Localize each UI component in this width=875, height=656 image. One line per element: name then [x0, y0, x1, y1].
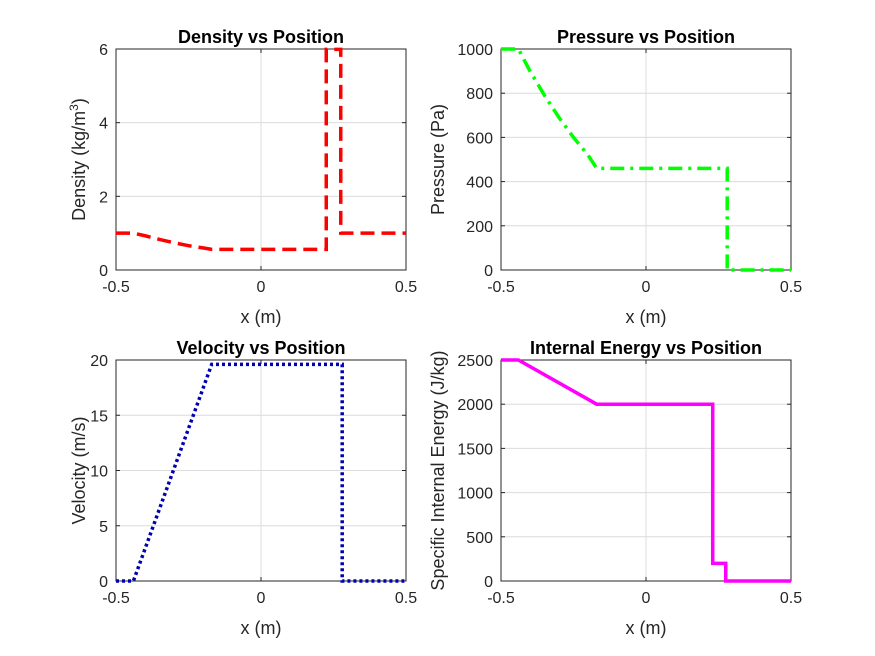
x-axis-label: x (m) — [241, 307, 282, 327]
y-tick-label: 400 — [466, 175, 493, 192]
y-tick-label: 2000 — [457, 397, 493, 414]
chart-title: Density vs Position — [178, 27, 344, 47]
y-tick-label: 1000 — [457, 486, 493, 503]
y-tick-label: 15 — [90, 408, 108, 425]
y-tick-label: 20 — [90, 353, 108, 370]
series-line — [501, 47, 791, 272]
x-tick-label: 0 — [257, 279, 266, 296]
y-tick-label: 0 — [99, 263, 108, 280]
x-tick-label: -0.5 — [487, 279, 515, 296]
y-tick-label: 2500 — [457, 353, 493, 370]
y-tick-label: 600 — [466, 130, 493, 147]
y-tick-label: 2 — [99, 189, 108, 206]
y-tick-label: 500 — [466, 530, 493, 547]
y-tick-label: 6 — [99, 42, 108, 59]
y-tick-label: 1500 — [457, 441, 493, 458]
y-tick-label: 0 — [484, 574, 493, 591]
series-line — [501, 358, 791, 583]
y-tick-label: 4 — [99, 116, 108, 133]
x-axis-label: x (m) — [241, 618, 282, 638]
y-tick-label: 800 — [466, 86, 493, 103]
x-tick-label: 0.5 — [780, 279, 802, 296]
y-axis-label: Pressure (Pa) — [428, 104, 448, 215]
y-tick-label: 200 — [466, 219, 493, 236]
y-tick-label: 0 — [99, 574, 108, 591]
y-axis-label: Specific Internal Energy (J/kg) — [428, 350, 448, 590]
x-tick-label: -0.5 — [102, 590, 130, 607]
chart-title: Internal Energy vs Position — [530, 338, 762, 358]
series-line — [116, 47, 406, 252]
chart-title: Velocity vs Position — [176, 338, 345, 358]
x-tick-label: 0 — [642, 590, 651, 607]
x-axis-label: x (m) — [626, 618, 667, 638]
x-axis-label: x (m) — [626, 307, 667, 327]
chart-title: Pressure vs Position — [557, 27, 735, 47]
x-tick-label: 0 — [642, 279, 651, 296]
y-axis-label: Velocity (m/s) — [69, 416, 89, 524]
y-tick-label: 5 — [99, 519, 108, 536]
y-tick-label: 10 — [90, 464, 108, 481]
x-tick-label: 0.5 — [780, 590, 802, 607]
y-axis-label: Density (kg/m3) — [67, 98, 89, 221]
y-tick-label: 0 — [484, 263, 493, 280]
y-tick-label: 1000 — [457, 42, 493, 59]
x-tick-label: -0.5 — [102, 279, 130, 296]
x-tick-label: 0.5 — [395, 590, 417, 607]
x-tick-label: 0.5 — [395, 279, 417, 296]
series-line — [116, 362, 406, 583]
x-tick-label: -0.5 — [487, 590, 515, 607]
x-tick-label: 0 — [257, 590, 266, 607]
